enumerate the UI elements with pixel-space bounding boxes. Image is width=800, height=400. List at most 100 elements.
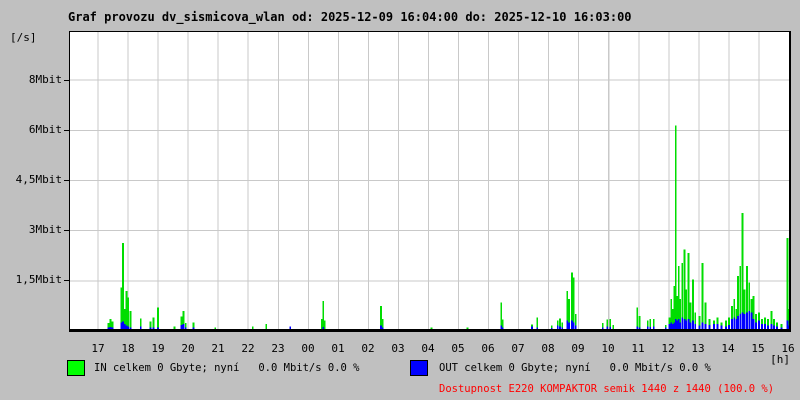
in-traffic-spike: [725, 320, 727, 329]
y-axis-tick-mark: [64, 280, 69, 281]
x-axis-tick-label: 07: [511, 342, 525, 355]
in-traffic-spike: [182, 310, 185, 329]
out-traffic-spike: [109, 327, 112, 329]
out-traffic-spike: [708, 325, 711, 329]
in-traffic-spike: [689, 302, 692, 329]
in-traffic-spike: [737, 276, 739, 329]
x-axis-tick-label: 01: [331, 342, 345, 355]
out-traffic-spike: [157, 327, 160, 329]
x-axis-tick-label: 12: [661, 342, 675, 355]
out-traffic-spike: [694, 324, 697, 329]
out-traffic-spike: [381, 327, 384, 329]
in-traffic-spike: [180, 316, 183, 329]
out-traffic-spike: [755, 322, 757, 329]
out-traffic-spike: [180, 325, 183, 329]
out-traffic-spike: [572, 322, 575, 329]
in-traffic-spike: [122, 242, 124, 329]
in-traffic-spike: [668, 317, 671, 329]
in-traffic-spike: [601, 323, 604, 329]
in-traffic-spike: [556, 320, 559, 329]
out-traffic-spike: [770, 324, 773, 329]
x-axis-tick-label: 14: [721, 342, 735, 355]
in-traffic-spike: [125, 290, 128, 329]
in-traffic-spike: [739, 266, 742, 329]
out-traffic-spike: [685, 320, 688, 329]
out-traffic-spike: [609, 327, 612, 329]
in-traffic-spike: [111, 321, 114, 329]
out-traffic-spike: [689, 322, 692, 329]
out-traffic-spike: [638, 327, 641, 329]
out-traffic-spike: [500, 325, 503, 329]
out-traffic-spike: [752, 319, 755, 329]
traffic-plot-area: [69, 31, 791, 332]
in-traffic-spike: [571, 272, 573, 329]
out-traffic-spike: [728, 325, 730, 329]
in-traffic-spike: [670, 299, 673, 329]
y-axis-tick-label: 1,5Mbit: [15, 273, 62, 286]
out-traffic-spike: [679, 322, 682, 329]
x-axis-tick-label: 17: [91, 342, 105, 355]
in-traffic-spike: [129, 310, 132, 329]
out-traffic-spike: [601, 327, 604, 329]
out-traffic-spike: [712, 324, 715, 329]
in-traffic-spike: [265, 324, 268, 329]
in-traffic-spike: [767, 319, 769, 329]
y-axis-tick-label: 8Mbit: [28, 73, 62, 86]
in-traffic-spike: [646, 320, 649, 329]
in-traffic-spike: [214, 327, 217, 329]
in-traffic-spike: [701, 262, 704, 329]
out-traffic-spike: [673, 322, 676, 329]
in-traffic-spike: [500, 302, 503, 329]
x-axis-tick-label: 18: [121, 342, 135, 355]
out-traffic-spike: [716, 324, 719, 329]
out-traffic-spike: [764, 324, 766, 329]
y-axis-tick-mark: [64, 230, 69, 231]
in-traffic-spike: [704, 302, 707, 329]
in-traffic-spike: [123, 309, 126, 329]
out-traffic-spike: [743, 314, 746, 329]
in-traffic-spike: [755, 314, 757, 329]
in-traffic-spike: [770, 310, 773, 329]
out-traffic-spike: [606, 326, 609, 329]
in-traffic-spike: [773, 319, 775, 329]
out-traffic-spike: [120, 322, 123, 329]
in-traffic-spike: [152, 317, 155, 329]
out-traffic-spike: [152, 327, 155, 329]
legend-in-label: IN celkem 0 Gbyte; nyní 0.0 Mbit/s 0.0 %: [94, 362, 360, 374]
x-axis-tick-label: 22: [241, 342, 255, 355]
legend-out-label: OUT celkem 0 Gbyte; nyní 0.0 Mbit/s 0.0 …: [439, 362, 711, 374]
in-traffic-spike: [652, 319, 655, 329]
in-traffic-spike: [708, 319, 711, 329]
in-traffic-spike: [720, 322, 723, 329]
in-traffic-spike: [612, 325, 615, 329]
out-traffic-spike: [787, 325, 789, 329]
out-traffic-spike: [746, 312, 748, 329]
in-traffic-spike: [380, 305, 382, 329]
in-traffic-spike: [139, 318, 142, 329]
in-traffic-spike: [679, 299, 682, 329]
availability-status-text: Dostupnost E220 KOMPAKTOR semik 1440 z 1…: [439, 383, 775, 395]
out-traffic-spike: [646, 326, 649, 329]
in-traffic-spike: [746, 266, 748, 329]
x-axis-tick-label: 20: [181, 342, 195, 355]
out-traffic-spike: [184, 327, 187, 329]
out-traffic-spike: [677, 319, 680, 329]
in-traffic-spike: [677, 266, 680, 329]
in-traffic-spike: [466, 327, 469, 329]
in-traffic-spike: [676, 295, 679, 329]
out-traffic-spike: [741, 312, 744, 329]
out-traffic-spike: [687, 319, 690, 329]
out-traffic-spike: [773, 325, 775, 329]
x-axis-tick-label: 10: [601, 342, 615, 355]
in-traffic-spike: [731, 305, 733, 329]
y-axis-tick-label: 4,5Mbit: [15, 173, 62, 186]
out-traffic-spike: [107, 327, 110, 329]
out-traffic-spike: [649, 327, 652, 329]
x-axis-tick-label: 13: [691, 342, 705, 355]
x-axis-unit-label: [h]: [770, 353, 790, 366]
out-traffic-spike: [748, 310, 751, 329]
out-traffic-spike: [691, 320, 694, 329]
in-traffic-spike: [561, 322, 564, 329]
out-traffic-spike: [735, 319, 738, 329]
